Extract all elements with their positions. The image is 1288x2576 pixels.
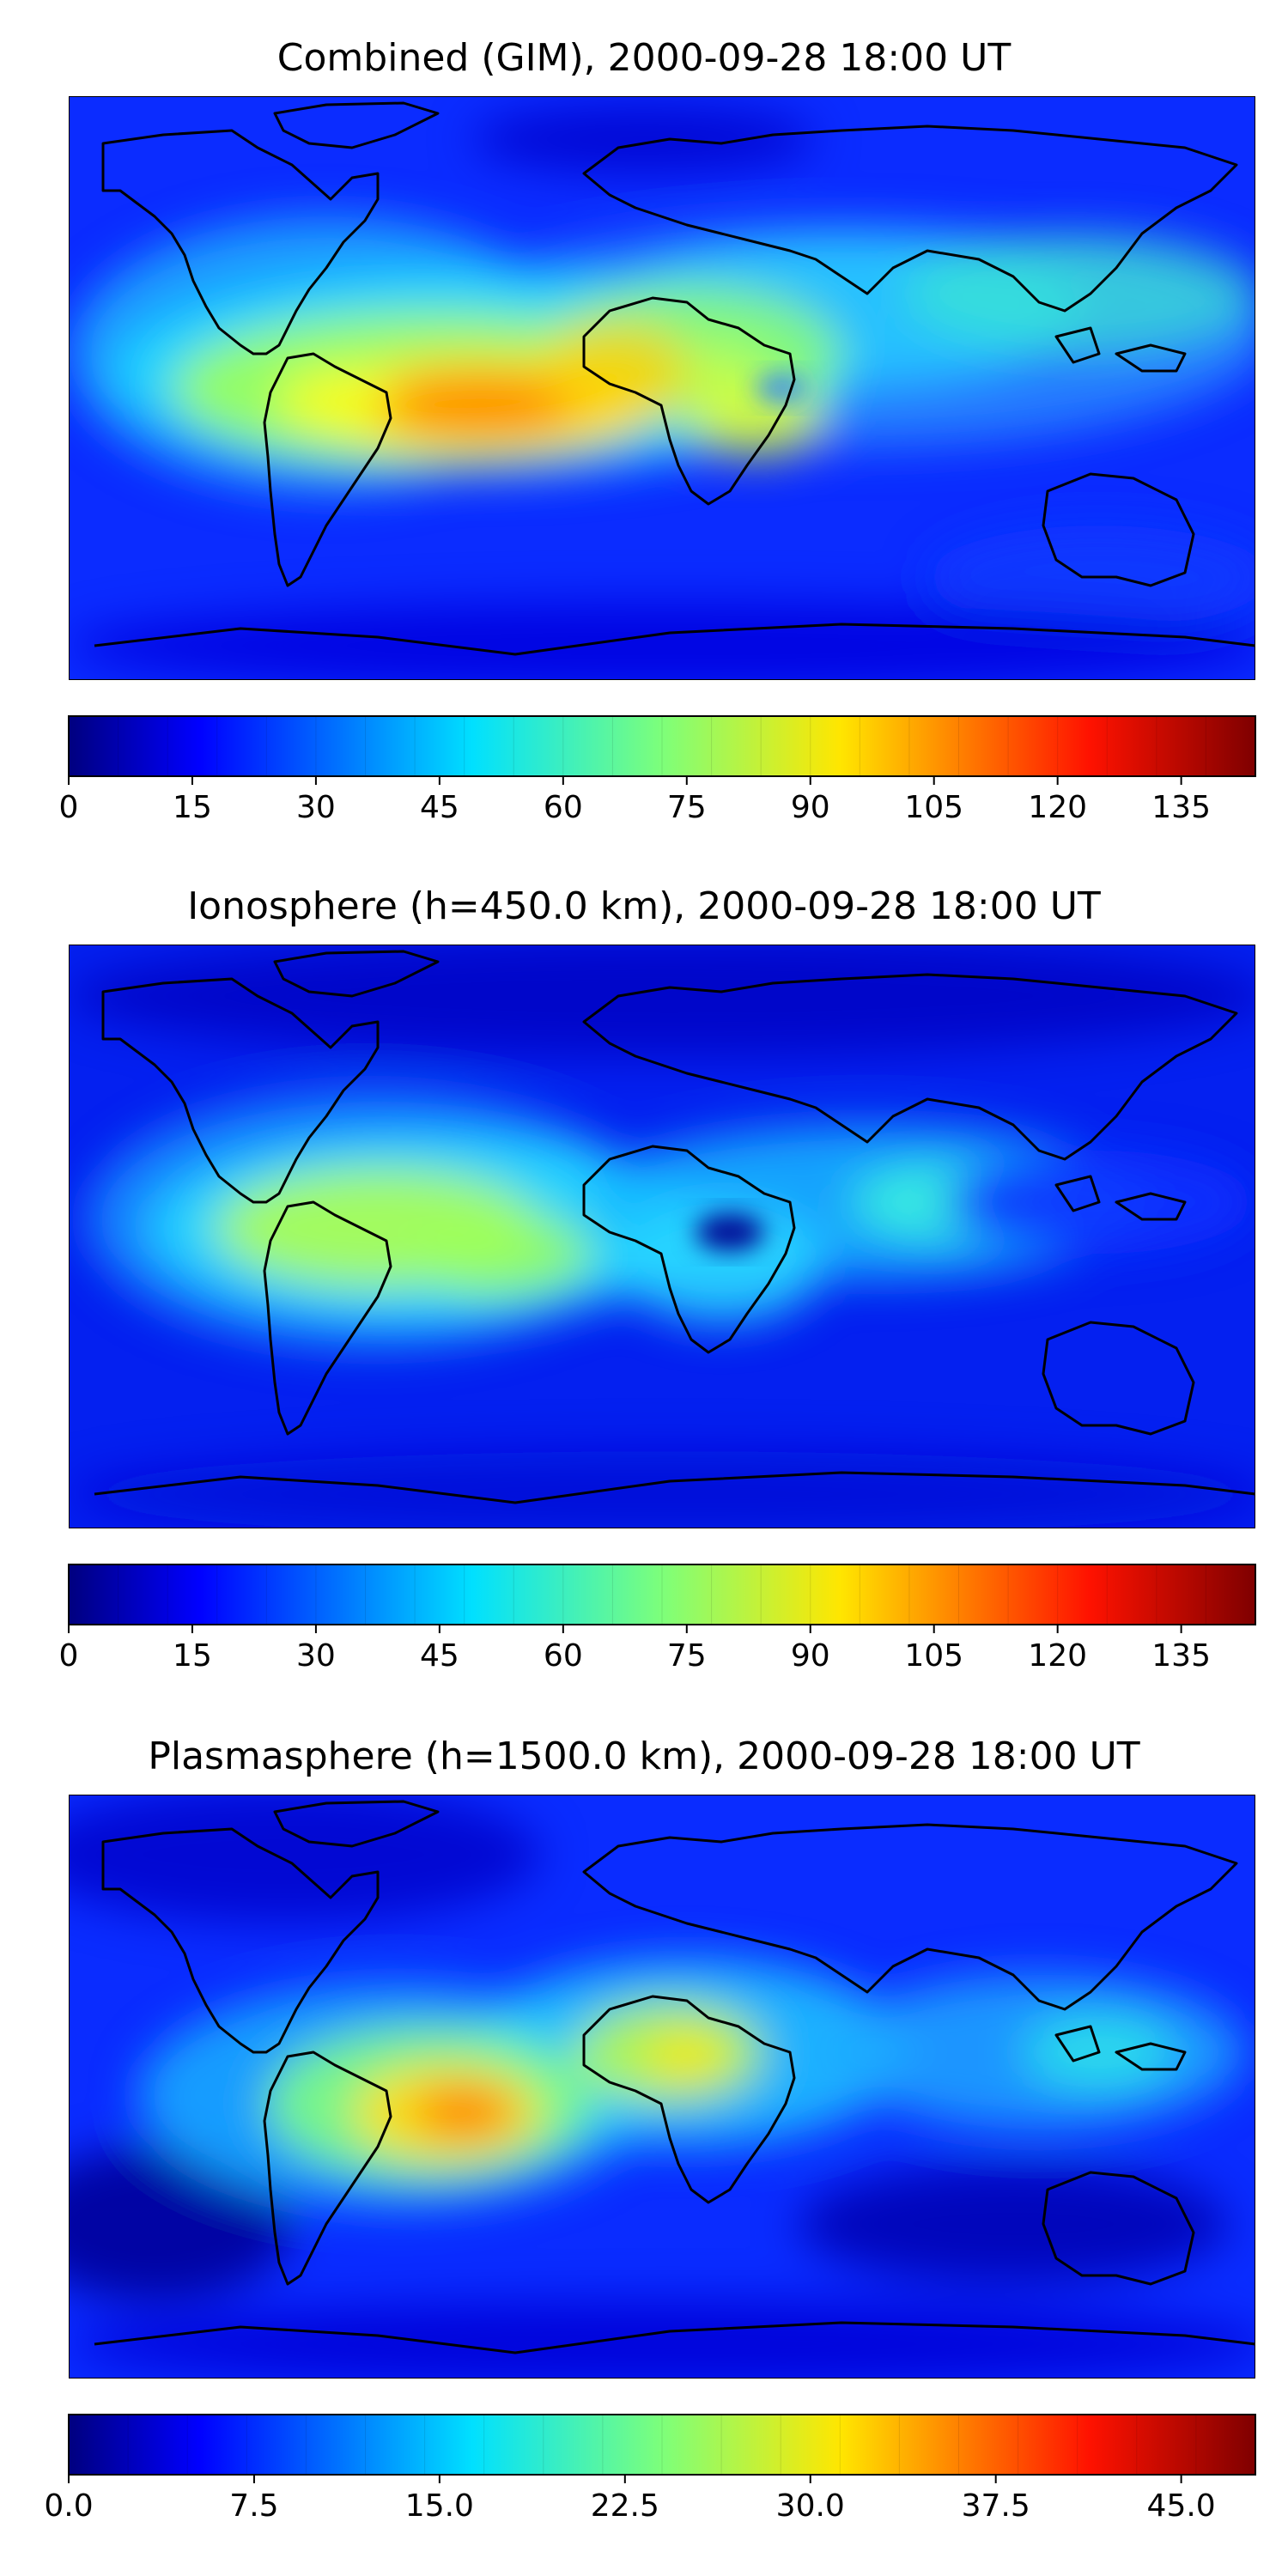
colorbar-tick-label: 22.5 xyxy=(591,2488,659,2524)
colorbar-tick-label: 75 xyxy=(667,1638,707,1674)
colorbar: 0.0 7.5 15.0 22.5 30.0 37.5 45.0 xyxy=(44,2414,1256,2524)
colorbar-tick-label: 7.5 xyxy=(229,2488,278,2524)
colorbar-tick-label: 75 xyxy=(667,790,707,825)
colorbar-tick-label: 0 xyxy=(59,1638,79,1674)
panel-title: Plasmasphere (h=1500.0 km), 2000-09-28 1… xyxy=(148,1735,1139,1778)
colorbar-tick-label: 105 xyxy=(904,790,963,825)
colorbar-tick-label: 37.5 xyxy=(962,2488,1030,2524)
colorbar: 0 15 30 45 60 75 90 105 120 135 xyxy=(59,715,1256,825)
colorbar-tick-label: 60 xyxy=(544,790,583,825)
colorbar-tick-label: 45 xyxy=(420,1638,459,1674)
colorbar-tick-label: 0 xyxy=(59,790,79,825)
colorbar-tick-label: 120 xyxy=(1028,790,1087,825)
tec-map xyxy=(69,1795,1255,2379)
colorbar-tick-label: 30 xyxy=(296,1638,336,1674)
tec-map xyxy=(69,96,1255,680)
colorbar-tick-label: 90 xyxy=(791,790,830,825)
colorbar-tick-label: 135 xyxy=(1151,790,1211,825)
colorbar-tick-label: 30 xyxy=(296,790,336,825)
coastlines xyxy=(94,1800,1255,2354)
tec-map xyxy=(69,945,1255,1528)
panel-ionosphere: Ionosphere (h=450.0 km), 2000-09-28 18:0… xyxy=(59,884,1256,1674)
tec-field xyxy=(69,1795,1255,2379)
colorbar-tick-label: 0.0 xyxy=(44,2488,93,2524)
colorbar-tick-label: 15 xyxy=(173,790,212,825)
colorbar-tick-label: 120 xyxy=(1028,1638,1087,1674)
coastlines xyxy=(94,101,1255,656)
colorbar-tick-label: 30.0 xyxy=(776,2488,845,2524)
colorbar-tick-label: 60 xyxy=(544,1638,583,1674)
colorbar-tick-label: 15 xyxy=(173,1638,212,1674)
tec-field xyxy=(69,945,1255,1528)
colorbar-tick-label: 15.0 xyxy=(405,2488,474,2524)
coastlines xyxy=(94,950,1255,1504)
colorbar-tick-label: 90 xyxy=(791,1638,830,1674)
panel-plasmasphere: Plasmasphere (h=1500.0 km), 2000-09-28 1… xyxy=(44,1735,1256,2524)
panel-combined: Combined (GIM), 2000-09-28 18:00 UT xyxy=(59,36,1256,825)
colorbar-tick-label: 45.0 xyxy=(1147,2488,1216,2524)
panel-title: Combined (GIM), 2000-09-28 18:00 UT xyxy=(277,36,1012,80)
colorbar-tick-label: 135 xyxy=(1151,1638,1211,1674)
colorbar: 0 15 30 45 60 75 90 105 120 135 xyxy=(59,1564,1256,1674)
colorbar-tick-label: 45 xyxy=(420,790,459,825)
panel-title: Ionosphere (h=450.0 km), 2000-09-28 18:0… xyxy=(187,884,1101,928)
colorbar-tick-label: 105 xyxy=(904,1638,963,1674)
